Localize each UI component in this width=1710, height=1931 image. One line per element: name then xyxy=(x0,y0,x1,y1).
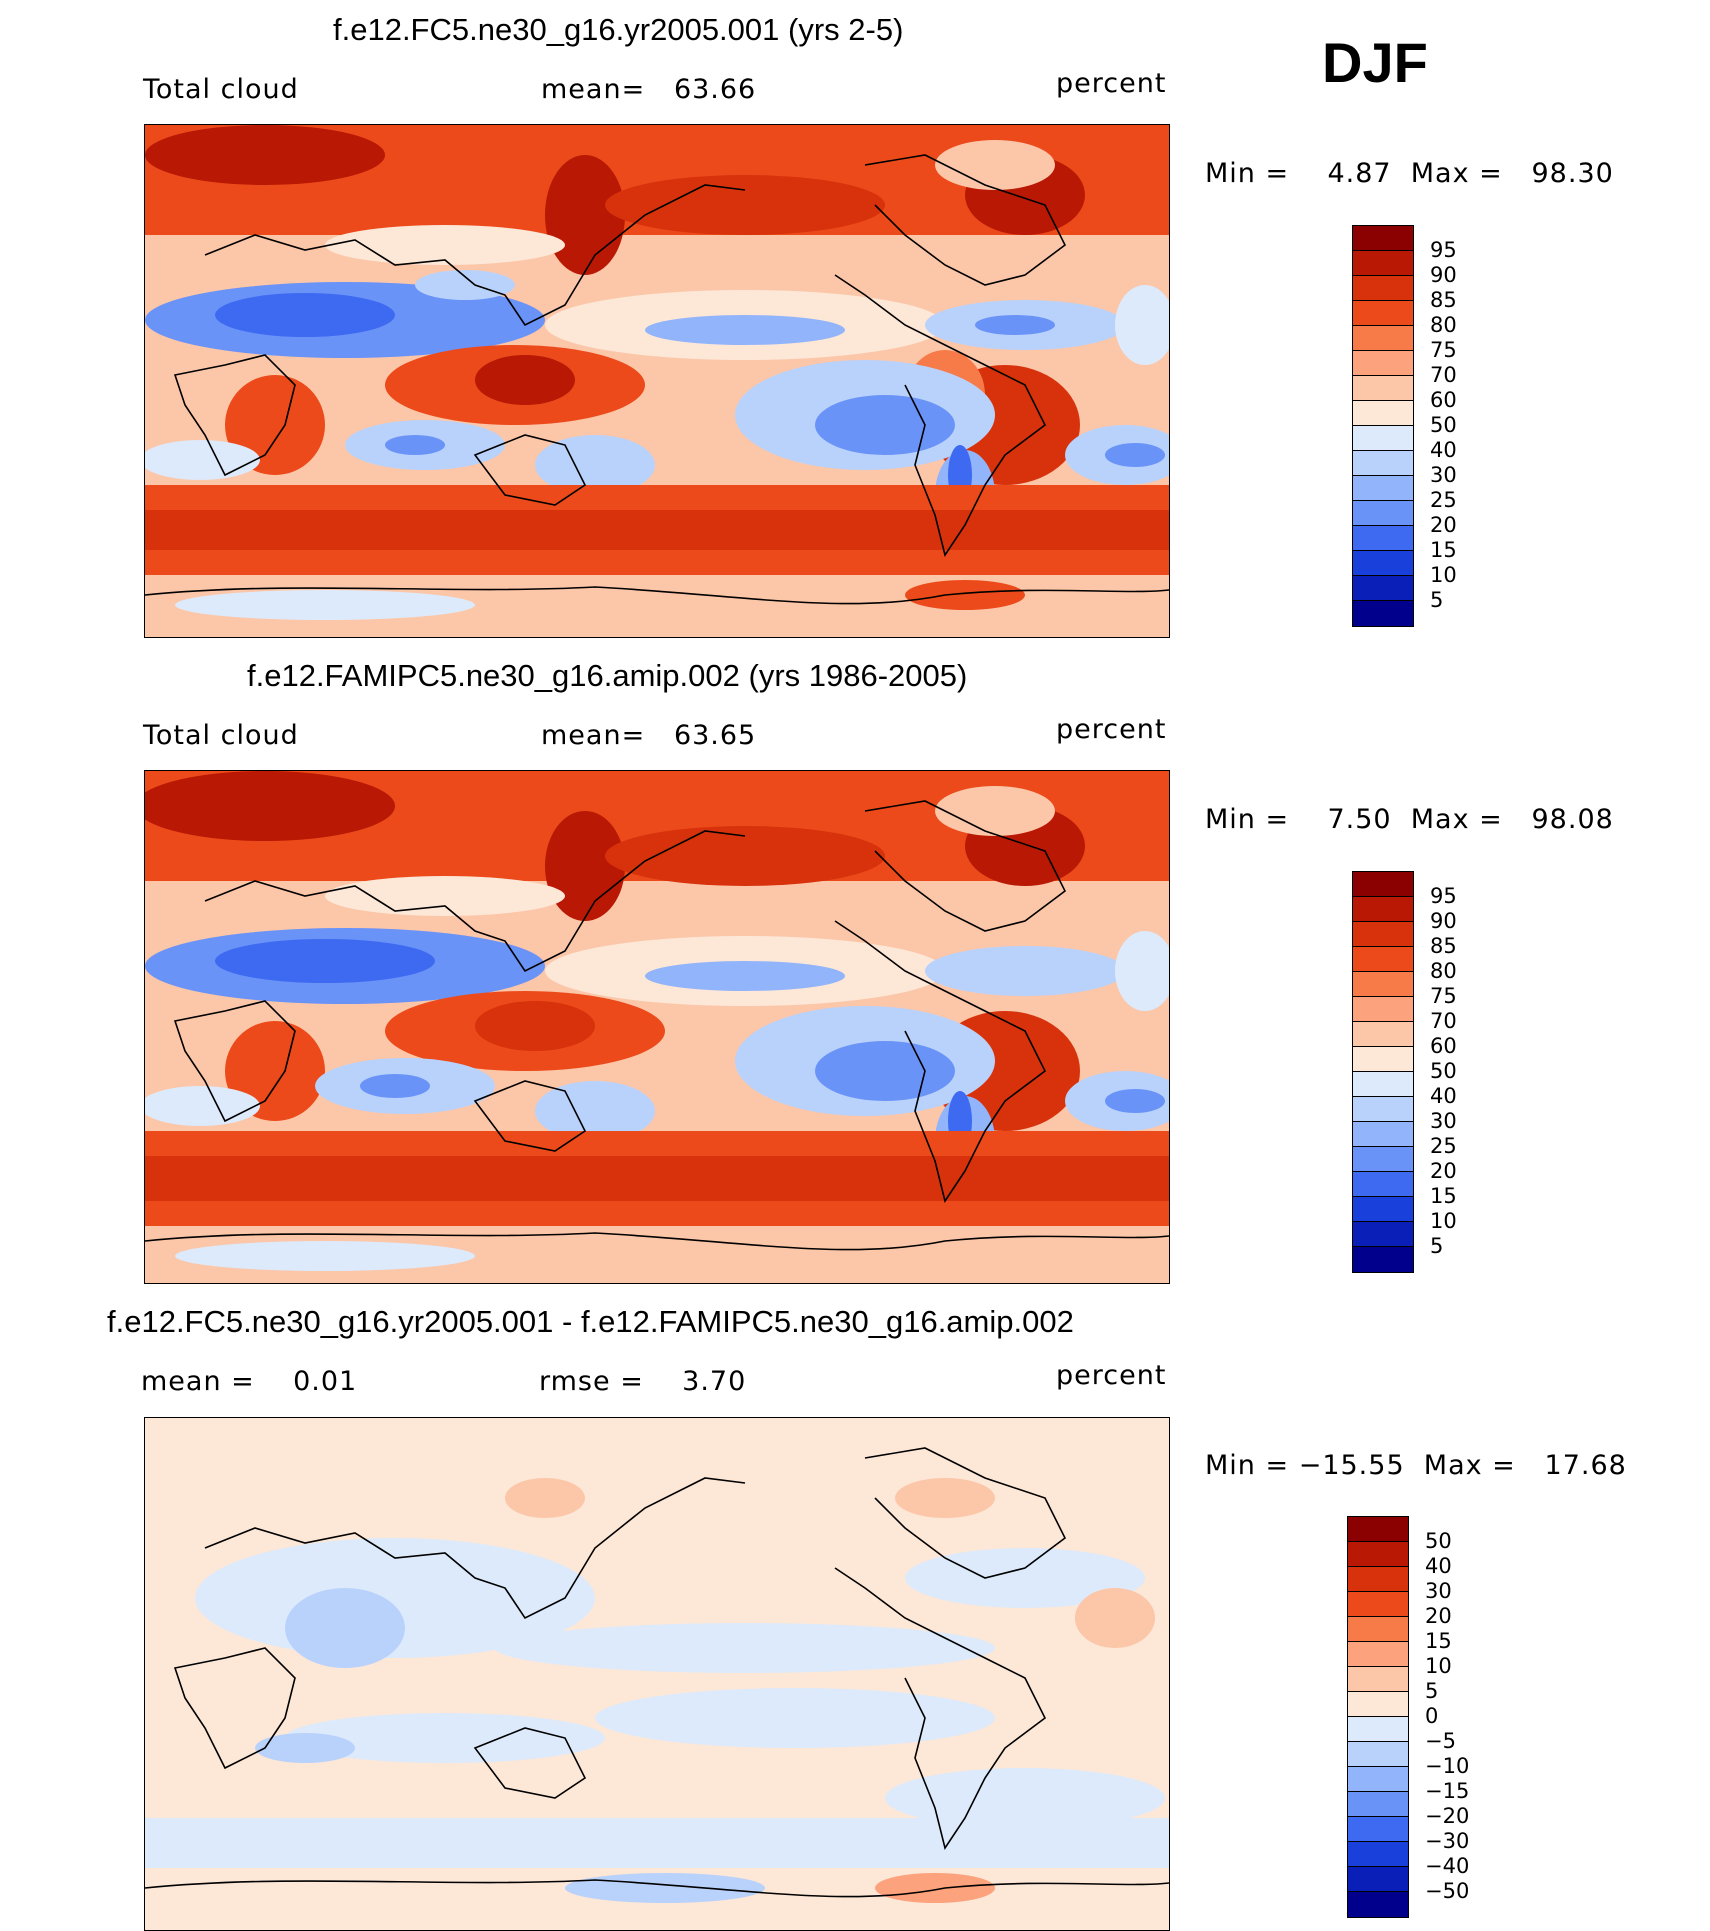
colorbar-tick-label: 30 xyxy=(1425,1579,1452,1603)
panel-3-mean-label: mean = 0.01 xyxy=(141,1366,358,1397)
colorbar-tick-label: 50 xyxy=(1425,1529,1452,1553)
panel-3-minmax: Min = −15.55 Max = 17.68 xyxy=(1205,1450,1627,1481)
colorbar-tick-label: 90 xyxy=(1430,909,1457,933)
panel-2-map-field xyxy=(145,771,1169,1283)
panel-1-colorbar xyxy=(1352,225,1414,627)
colorbar-tick-label: 70 xyxy=(1430,1009,1457,1033)
panel-2-colorbar xyxy=(1352,871,1414,1273)
panel-1-map-field xyxy=(145,125,1169,637)
colorbar-tick-label: 85 xyxy=(1430,288,1457,312)
colorbar-tick-label: 50 xyxy=(1430,413,1457,437)
panel-1-title: f.e12.FC5.ne30_g16.yr2005.001 (yrs 2-5) xyxy=(333,12,904,47)
panel-2-minmax: Min = 7.50 Max = 98.08 xyxy=(1205,804,1614,835)
colorbar-tick-label: 80 xyxy=(1430,959,1457,983)
colorbar-tick-label: 10 xyxy=(1425,1654,1452,1678)
colorbar-tick-label: 80 xyxy=(1430,313,1457,337)
panel-1-map xyxy=(144,124,1170,638)
colorbar-tick-label: 40 xyxy=(1430,438,1457,462)
panel-1-units-label: percent xyxy=(1056,68,1167,99)
colorbar-tick-label: 50 xyxy=(1430,1059,1457,1083)
colorbar-tick-label: 40 xyxy=(1430,1084,1457,1108)
colorbar-tick-label: 5 xyxy=(1430,1234,1444,1258)
colorbar-tick-label: 5 xyxy=(1430,588,1444,612)
colorbar-tick-label: 30 xyxy=(1430,1109,1457,1133)
panel-3-units-label: percent xyxy=(1056,1360,1167,1391)
colorbar-tick-label: 15 xyxy=(1430,538,1457,562)
panel-2-map xyxy=(144,770,1170,1284)
colorbar-tick-label: 75 xyxy=(1430,984,1457,1008)
colorbar-tick-label: −40 xyxy=(1425,1854,1470,1878)
panel-2-mean-label: mean= 63.65 xyxy=(541,720,757,751)
colorbar-tick-label: −5 xyxy=(1425,1729,1456,1753)
colorbar-tick-label: −30 xyxy=(1425,1829,1470,1853)
colorbar-tick-label: −50 xyxy=(1425,1879,1470,1903)
colorbar-tick-label: 95 xyxy=(1430,884,1457,908)
colorbar-tick-label: 40 xyxy=(1425,1554,1452,1578)
colorbar-tick-label: −20 xyxy=(1425,1804,1470,1828)
colorbar-tick-label: 95 xyxy=(1430,238,1457,262)
colorbar-tick-label: 60 xyxy=(1430,388,1457,412)
panel-1-mean-label: mean= 63.66 xyxy=(541,74,757,105)
colorbar-tick-label: 60 xyxy=(1430,1034,1457,1058)
colorbar-tick-label: 30 xyxy=(1430,463,1457,487)
panel-2-variable-label: Total cloud xyxy=(143,720,299,751)
colorbar-tick-label: 70 xyxy=(1430,363,1457,387)
colorbar-tick-label: 25 xyxy=(1430,1134,1457,1158)
panel-3-map-field xyxy=(145,1418,1169,1930)
panel-3-rmse-label: rmse = 3.70 xyxy=(539,1366,747,1397)
colorbar-tick-label: −15 xyxy=(1425,1779,1470,1803)
panel-1-minmax: Min = 4.87 Max = 98.30 xyxy=(1205,158,1614,189)
colorbar-tick-label: 20 xyxy=(1430,513,1457,537)
panel-2-units-label: percent xyxy=(1056,714,1167,745)
colorbar-tick-label: 85 xyxy=(1430,934,1457,958)
colorbar-tick-label: 20 xyxy=(1425,1604,1452,1628)
panel-3-colorbar xyxy=(1347,1516,1409,1918)
colorbar-tick-label: 75 xyxy=(1430,338,1457,362)
season-label: DJF xyxy=(1322,31,1428,94)
panel-3-map xyxy=(144,1417,1170,1931)
panel-3-title: f.e12.FC5.ne30_g16.yr2005.001 - f.e12.FA… xyxy=(107,1304,1074,1339)
colorbar-tick-label: 90 xyxy=(1430,263,1457,287)
colorbar-tick-label: 10 xyxy=(1430,1209,1457,1233)
panel-2-title: f.e12.FAMIPC5.ne30_g16.amip.002 (yrs 198… xyxy=(247,658,968,693)
colorbar-tick-label: 10 xyxy=(1430,563,1457,587)
colorbar-tick-label: 15 xyxy=(1430,1184,1457,1208)
colorbar-tick-label: 25 xyxy=(1430,488,1457,512)
colorbar-tick-label: −10 xyxy=(1425,1754,1470,1778)
colorbar-tick-label: 20 xyxy=(1430,1159,1457,1183)
colorbar-tick-label: 0 xyxy=(1425,1704,1439,1728)
colorbar-tick-label: 5 xyxy=(1425,1679,1439,1703)
colorbar-tick-label: 15 xyxy=(1425,1629,1452,1653)
panel-1-variable-label: Total cloud xyxy=(143,74,299,105)
